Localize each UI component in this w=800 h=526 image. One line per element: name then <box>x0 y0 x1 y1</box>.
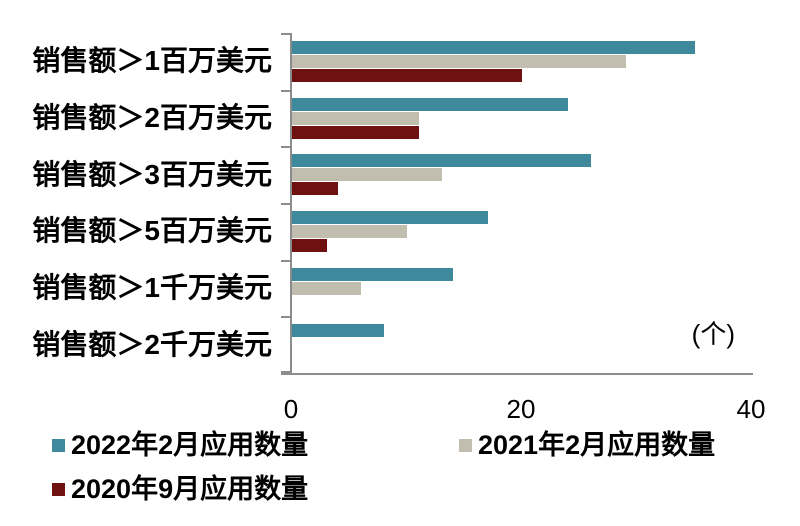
bar-series-1 <box>292 111 419 125</box>
bar-series-2 <box>292 238 327 252</box>
bar-series-1 <box>292 168 442 182</box>
bar-series-1 <box>292 281 361 295</box>
bar-series-1 <box>292 54 626 68</box>
bar-series-0 <box>292 210 488 224</box>
legend-item: 2021年2月应用数量 <box>459 430 715 460</box>
legend-label: 2020年9月应用数量 <box>71 473 309 504</box>
x-axis-tick-label: 40 <box>736 394 766 424</box>
category-label: 销售额＞2百万美元 <box>32 102 272 133</box>
category-label: 销售额＞1千万美元 <box>32 272 272 303</box>
bar-series-1 <box>292 224 407 238</box>
bar-series-0 <box>292 267 453 281</box>
y-axis-tick <box>281 89 291 92</box>
legend-label: 2021年2月应用数量 <box>478 429 716 460</box>
bar-series-0 <box>292 154 591 168</box>
x-axis-line <box>281 373 753 375</box>
bar-series-0 <box>292 324 384 338</box>
x-axis-tick-label: 20 <box>506 394 536 424</box>
legend-swatch-icon <box>52 438 65 452</box>
bar-series-2 <box>292 68 522 82</box>
legend-item: 2022年2月应用数量 <box>52 430 308 460</box>
category-label: 销售额＞3百万美元 <box>32 158 272 190</box>
x-axis-tick-label: 0 <box>283 394 299 424</box>
bar-group <box>292 324 752 366</box>
bar-series-0 <box>292 40 695 54</box>
bar-group <box>292 40 752 83</box>
y-axis-tick <box>281 371 291 373</box>
y-axis-line <box>290 33 292 373</box>
y-axis-tick <box>281 203 291 205</box>
legend-item: 2020年9月应用数量 <box>52 474 308 504</box>
y-axis-tick <box>281 146 291 149</box>
bar-series-0 <box>292 97 568 111</box>
category-label: 销售额＞1百万美元 <box>32 45 272 77</box>
category-label: 销售额＞5百万美元 <box>32 215 272 247</box>
bar-group <box>292 97 752 140</box>
bar-series-2 <box>292 182 338 196</box>
bar-series-2 <box>292 125 419 139</box>
bar-group <box>292 267 752 310</box>
bar-group <box>292 154 752 196</box>
y-axis-tick <box>281 259 291 262</box>
legend-swatch-icon <box>459 438 472 452</box>
y-axis-tick <box>281 316 291 319</box>
y-axis-tick <box>281 33 291 35</box>
bar-group <box>292 210 752 253</box>
category-label: 销售额＞2千万美元 <box>32 328 272 360</box>
legend-swatch-icon <box>52 482 65 496</box>
legend-label: 2022年2月应用数量 <box>71 429 309 460</box>
unit-label: (个) <box>691 319 735 349</box>
